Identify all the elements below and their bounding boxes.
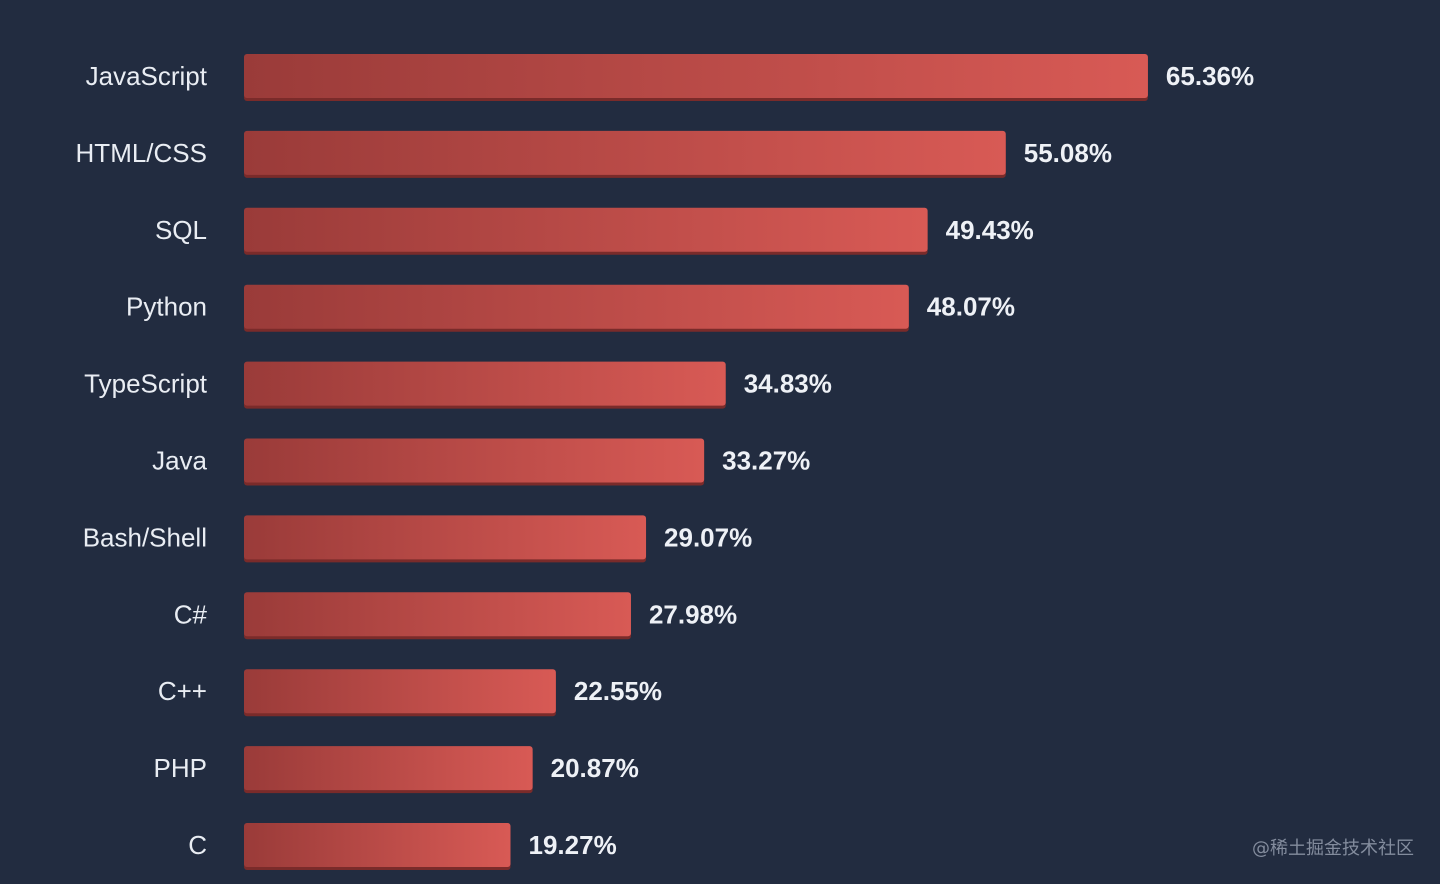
value-label: 49.43% xyxy=(946,215,1034,245)
bar-group: Python 48.07% xyxy=(126,284,1015,332)
watermark: @稀土掘金技术社区 xyxy=(1252,838,1414,859)
bar xyxy=(244,515,647,560)
bar xyxy=(244,592,631,637)
bar xyxy=(244,130,1006,175)
category-label: SQL xyxy=(155,215,207,245)
bars-layer: JavaScript 65.36% HTML/CSS 55.08% SQL 49.43% P… xyxy=(76,54,1254,870)
bar-group: PHP 20.87% xyxy=(154,746,639,794)
bar-group: C# 27.98% xyxy=(174,592,737,640)
bar-group: JavaScript 65.36% xyxy=(86,54,1254,101)
bar-group: HTML/CSS 55.08% xyxy=(76,130,1112,178)
bar-group: SQL 49.43% xyxy=(155,207,1034,255)
category-label: PHP xyxy=(154,753,207,783)
bar xyxy=(244,54,1148,98)
bar xyxy=(244,823,511,867)
category-label: Java xyxy=(152,446,207,476)
category-label: HTML/CSS xyxy=(76,138,207,168)
value-label: 29.07% xyxy=(664,522,752,552)
value-label: 19.27% xyxy=(529,830,617,860)
value-label: 55.08% xyxy=(1024,138,1112,168)
bar xyxy=(244,207,928,252)
category-label: TypeScript xyxy=(84,369,208,399)
category-label: C xyxy=(188,830,207,860)
value-label: 20.87% xyxy=(551,753,639,783)
value-label: 48.07% xyxy=(927,292,1015,322)
bar xyxy=(244,438,705,483)
category-label: C++ xyxy=(158,676,207,706)
bar-group: TypeScript 34.83% xyxy=(84,361,832,409)
value-label: 22.55% xyxy=(574,676,662,706)
value-label: 65.36% xyxy=(1166,61,1254,91)
bar-group: C 19.27% xyxy=(188,823,617,870)
bar-group: Bash/Shell 29.07% xyxy=(83,515,752,563)
bar xyxy=(244,746,533,791)
bar xyxy=(244,361,726,406)
value-label: 34.83% xyxy=(744,369,832,399)
value-label: 27.98% xyxy=(649,599,737,629)
category-label: Python xyxy=(126,292,207,322)
category-label: C# xyxy=(174,599,208,629)
bar xyxy=(244,669,556,714)
value-label: 33.27% xyxy=(722,446,810,476)
bar xyxy=(244,284,909,329)
bar-group: C++ 22.55% xyxy=(158,669,662,717)
bar-group: Java 33.27% xyxy=(152,438,810,486)
category-label: JavaScript xyxy=(86,61,208,91)
category-label: Bash/Shell xyxy=(83,522,207,552)
